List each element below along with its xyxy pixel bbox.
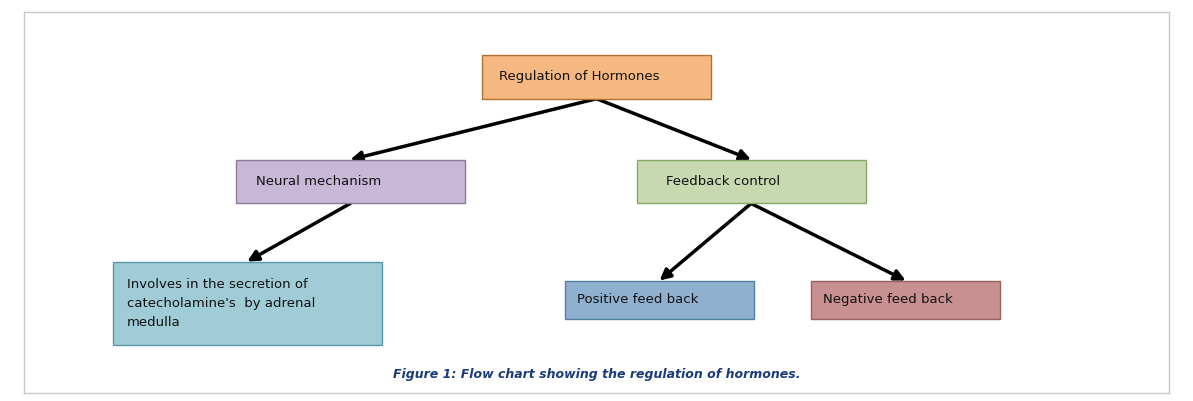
FancyBboxPatch shape	[811, 281, 1000, 319]
FancyBboxPatch shape	[482, 55, 711, 99]
FancyBboxPatch shape	[565, 281, 754, 319]
FancyBboxPatch shape	[112, 261, 382, 345]
Text: Regulation of Hormones: Regulation of Hormones	[499, 70, 660, 83]
FancyBboxPatch shape	[637, 160, 866, 203]
Text: Neural mechanism: Neural mechanism	[256, 175, 382, 188]
Text: Negative feed back: Negative feed back	[823, 293, 953, 306]
FancyBboxPatch shape	[236, 160, 465, 203]
Text: Involves in the secretion of
catecholamine's  by adrenal
medulla: Involves in the secretion of catecholami…	[126, 278, 315, 329]
Text: Feedback control: Feedback control	[667, 175, 780, 188]
Text: Figure 1: Flow chart showing the regulation of hormones.: Figure 1: Flow chart showing the regulat…	[392, 368, 801, 381]
Text: Positive feed back: Positive feed back	[577, 293, 698, 306]
